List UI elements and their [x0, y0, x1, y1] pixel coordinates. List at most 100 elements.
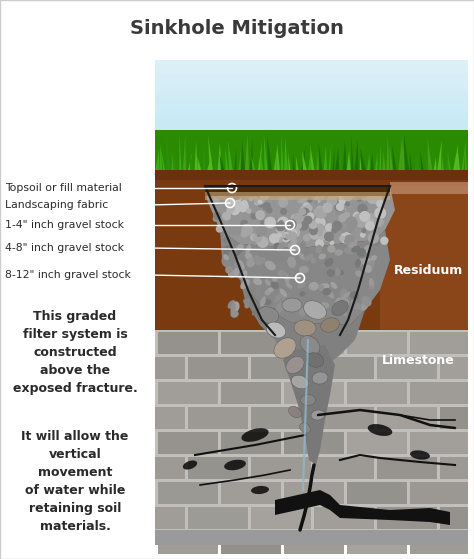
Circle shape	[226, 206, 234, 214]
Circle shape	[277, 216, 289, 229]
Ellipse shape	[319, 263, 325, 269]
Ellipse shape	[240, 280, 250, 289]
Bar	[347, 432, 407, 454]
Ellipse shape	[272, 277, 277, 282]
Polygon shape	[379, 143, 381, 175]
Ellipse shape	[364, 264, 372, 273]
Circle shape	[291, 214, 298, 221]
Ellipse shape	[295, 263, 303, 271]
Circle shape	[329, 240, 334, 245]
Ellipse shape	[334, 269, 344, 275]
Circle shape	[315, 206, 325, 215]
Circle shape	[306, 212, 314, 220]
Ellipse shape	[319, 254, 326, 259]
Circle shape	[293, 221, 302, 230]
Ellipse shape	[280, 288, 287, 297]
Circle shape	[275, 221, 286, 231]
Polygon shape	[245, 134, 249, 175]
Ellipse shape	[329, 306, 341, 313]
Polygon shape	[359, 155, 362, 175]
Circle shape	[216, 225, 223, 233]
Ellipse shape	[301, 395, 316, 405]
Circle shape	[339, 214, 347, 222]
Circle shape	[335, 204, 342, 211]
Ellipse shape	[230, 303, 236, 314]
Ellipse shape	[322, 288, 331, 296]
Polygon shape	[161, 149, 166, 175]
Polygon shape	[276, 144, 281, 175]
Circle shape	[288, 240, 294, 247]
Polygon shape	[205, 186, 395, 248]
Ellipse shape	[299, 266, 309, 274]
Circle shape	[337, 220, 342, 225]
Ellipse shape	[362, 245, 372, 254]
Bar	[155, 107, 468, 112]
Bar	[155, 130, 468, 175]
Polygon shape	[234, 148, 237, 175]
Text: 8-12" inch gravel stock: 8-12" inch gravel stock	[5, 270, 131, 280]
Circle shape	[315, 239, 324, 248]
Ellipse shape	[296, 271, 305, 282]
Polygon shape	[461, 140, 466, 175]
Polygon shape	[217, 143, 222, 175]
Ellipse shape	[265, 280, 271, 286]
Text: 4-8" inch gravel stock: 4-8" inch gravel stock	[5, 243, 124, 253]
Circle shape	[377, 203, 382, 207]
Bar	[188, 357, 248, 379]
Circle shape	[277, 233, 282, 238]
Ellipse shape	[264, 290, 270, 296]
Circle shape	[298, 221, 308, 231]
Circle shape	[303, 190, 312, 198]
Ellipse shape	[224, 459, 246, 470]
Bar	[158, 382, 218, 404]
Polygon shape	[251, 154, 256, 175]
Circle shape	[258, 202, 264, 207]
Ellipse shape	[274, 293, 282, 302]
Polygon shape	[296, 155, 299, 175]
Ellipse shape	[288, 257, 292, 266]
Polygon shape	[302, 150, 308, 175]
Circle shape	[354, 214, 364, 223]
Circle shape	[291, 228, 301, 238]
Ellipse shape	[260, 296, 266, 307]
Bar	[314, 407, 374, 429]
Circle shape	[255, 225, 267, 236]
Polygon shape	[166, 134, 171, 175]
Ellipse shape	[368, 424, 392, 436]
Circle shape	[370, 193, 382, 204]
Circle shape	[349, 219, 357, 228]
Ellipse shape	[306, 353, 324, 367]
Circle shape	[367, 233, 379, 244]
Polygon shape	[456, 146, 460, 175]
Circle shape	[280, 184, 291, 196]
Circle shape	[301, 216, 311, 226]
Circle shape	[257, 233, 261, 237]
Bar	[155, 407, 185, 429]
Ellipse shape	[253, 278, 262, 285]
Ellipse shape	[253, 255, 262, 266]
Polygon shape	[351, 136, 354, 175]
Bar	[377, 507, 437, 529]
Circle shape	[306, 220, 311, 225]
Bar	[155, 111, 468, 116]
Bar	[155, 132, 468, 138]
Ellipse shape	[284, 292, 292, 303]
Circle shape	[313, 200, 318, 205]
Bar	[155, 536, 468, 545]
Bar	[440, 457, 468, 479]
Ellipse shape	[362, 258, 373, 266]
Circle shape	[359, 211, 370, 222]
Ellipse shape	[291, 375, 309, 389]
Polygon shape	[182, 134, 186, 175]
Ellipse shape	[266, 322, 286, 338]
Ellipse shape	[230, 310, 239, 318]
Circle shape	[299, 208, 306, 215]
Bar	[284, 482, 344, 504]
Circle shape	[255, 190, 264, 198]
Bar	[155, 94, 468, 100]
Bar	[284, 432, 344, 454]
Ellipse shape	[410, 451, 430, 459]
Bar	[155, 530, 468, 545]
Circle shape	[374, 218, 384, 227]
Circle shape	[327, 196, 337, 206]
